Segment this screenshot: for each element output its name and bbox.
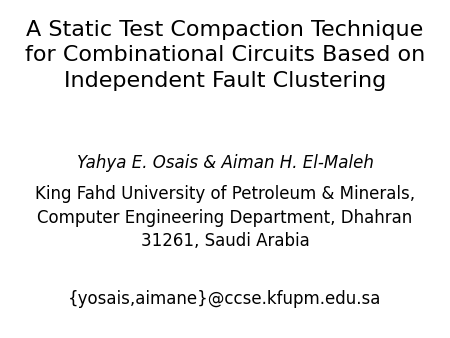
Text: {yosais,aimane}@ccse.kfupm.edu.sa: {yosais,aimane}@ccse.kfupm.edu.sa [68, 290, 382, 308]
Text: King Fahd University of Petroleum & Minerals,
Computer Engineering Department, D: King Fahd University of Petroleum & Mine… [35, 185, 415, 250]
Text: A Static Test Compaction Technique
for Combinational Circuits Based on
Independe: A Static Test Compaction Technique for C… [25, 20, 425, 91]
Text: Yahya E. Osais & Aiman H. El-Maleh: Yahya E. Osais & Aiman H. El-Maleh [76, 153, 373, 171]
